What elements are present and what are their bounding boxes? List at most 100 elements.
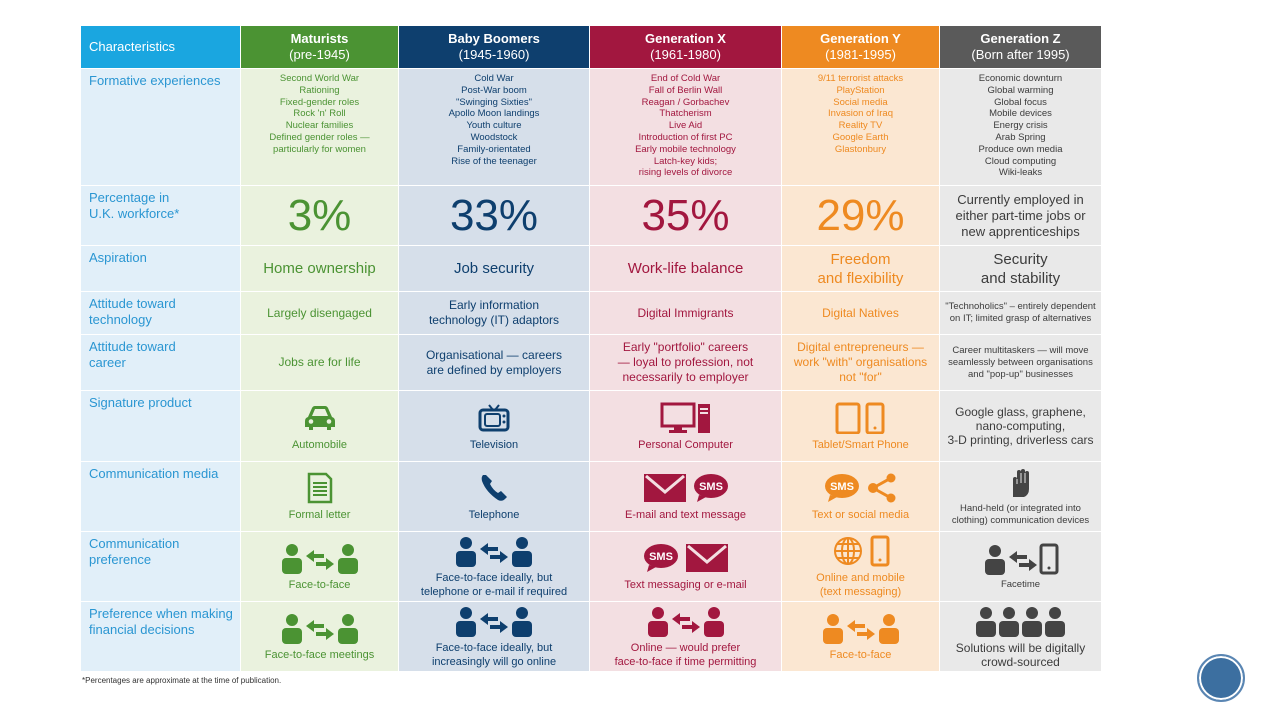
row-label-aspiration: Aspiration — [80, 245, 241, 292]
text-line: and flexibility — [817, 269, 904, 287]
career-cell: Jobs are for life — [240, 334, 399, 391]
career-row: Attitude toward career Jobs are for life … — [80, 334, 1102, 391]
people-exchange-icon — [821, 612, 901, 644]
text-line: Cold War — [474, 73, 514, 84]
generation-z-header: Generation Z (Born after 1995) — [939, 25, 1102, 69]
email-icon — [643, 473, 687, 503]
preference-row: Communication preference Face-to-face Fac… — [80, 531, 1102, 602]
text-line: "Swinging Sixties" — [456, 96, 532, 108]
product-cell: Automobile — [240, 390, 399, 462]
preference-cell: SMS Text messaging or e-mail — [589, 531, 782, 602]
text-line: Glastonbury — [834, 143, 887, 155]
text-line: "Technoholics" – entirely dependent — [945, 301, 1096, 312]
text-line: Produce own media — [978, 143, 1063, 155]
text-line: new apprenticeships — [961, 223, 1080, 239]
percentage-value: 29% — [781, 185, 940, 246]
text-line: Face-to-face ideally, but — [435, 572, 553, 584]
row-label-product: Signature product — [80, 390, 241, 462]
text-line: Facetime — [1000, 579, 1041, 590]
text-line: Cloud computing — [984, 155, 1057, 167]
car-icon — [302, 403, 338, 433]
people-exchange-icon — [454, 535, 534, 567]
people-exchange-icon — [280, 612, 360, 644]
person-phone-icon — [983, 543, 1059, 575]
hand-icon — [1008, 467, 1034, 499]
television-icon — [477, 403, 511, 433]
text-line: Face-to-face meetings — [264, 649, 375, 661]
generations-table: Characteristics Maturists (pre-1945) Baby… — [80, 25, 1102, 672]
career-cell: Organisational — careers are defined by e… — [398, 334, 590, 391]
text-line: on IT; limited grasp of alternatives — [949, 313, 1092, 324]
text-line: Security — [993, 250, 1048, 268]
text-line: 3-D printing, driverless cars — [947, 433, 1094, 447]
preference-cell: Facetime — [939, 531, 1102, 602]
text-line: Google glass, graphene, — [955, 405, 1086, 419]
financial-cell: Solutions will be digitally crowd-sourced — [939, 601, 1102, 672]
sms-icon: SMS — [693, 473, 729, 503]
text-line: necessarily to employer — [622, 370, 749, 384]
header-row: Characteristics Maturists (pre-1945) Baby… — [80, 25, 1102, 69]
svg-text:SMS: SMS — [649, 551, 673, 563]
text-line: Rationing — [299, 84, 340, 96]
text-line: Online — would prefer — [630, 642, 741, 654]
text-line: clothing) communication devices — [951, 515, 1090, 526]
financial-cell: Face-to-face — [781, 601, 940, 672]
percentage-value: 3% — [240, 185, 399, 246]
slide-nav-button[interactable] — [1197, 654, 1245, 702]
financial-cell: Face-to-face meetings — [240, 601, 399, 672]
text-line: Economic downturn — [978, 73, 1063, 84]
svg-text:SMS: SMS — [699, 481, 723, 493]
text-line: Latch-key kids; — [653, 155, 718, 167]
tablet-phone-icon — [835, 402, 887, 434]
text-line: Thatcherism — [659, 108, 712, 120]
preference-cell: Face-to-face — [240, 531, 399, 602]
text-line: Arab Spring — [995, 131, 1046, 143]
aspiration-cell: Work-life balance — [589, 245, 782, 292]
career-cell: Digital entrepreneurs — work "with" organ… — [781, 334, 940, 391]
generation-y-header: Generation Y (1981-1995) — [781, 25, 940, 69]
financial-row: Preference when making financial decision… — [80, 601, 1102, 672]
text-line: Automobile — [291, 438, 348, 451]
text-line: Digital entrepreneurs — — [797, 340, 924, 354]
email-icon — [685, 543, 729, 573]
percentage-value: 35% — [589, 185, 782, 246]
text-line: Home ownership — [263, 260, 376, 277]
preference-cell: Face-to-face ideally, but telephone or e-… — [398, 531, 590, 602]
text-line: Jobs are for life — [278, 355, 361, 369]
text-line: Tablet/Smart Phone — [812, 438, 909, 451]
row-label-preference: Communication preference — [80, 531, 241, 602]
crowd-icon — [975, 605, 1067, 637]
text-line: Career multitaskers — will move — [952, 344, 1089, 356]
text-line: Freedom — [830, 250, 891, 268]
people-exchange-icon — [280, 542, 360, 574]
aspiration-row: Aspiration Home ownership Job security W… — [80, 245, 1102, 292]
text-line: Currently employed in — [957, 191, 1084, 207]
formative-cell: Economic downturn Global warming Global fo… — [939, 68, 1102, 186]
text-line: particularly for women — [273, 143, 366, 155]
aspiration-cell: Home ownership — [240, 245, 399, 292]
text-line: Family-orientated — [457, 143, 531, 155]
financial-cell: Online — would prefer face-to-face if tim… — [589, 601, 782, 672]
formative-cell: Second World War Rationing Fixed-gender ro… — [240, 68, 399, 186]
text-line: Work-life balance — [627, 260, 744, 277]
text-line: Rise of the teenager — [451, 155, 537, 167]
maturists-header: Maturists (pre-1945) — [240, 25, 399, 69]
mobile-phone-icon — [870, 535, 890, 567]
text-line: Invasion of Iraq — [828, 108, 893, 120]
globe-icon — [832, 535, 864, 567]
people-exchange-icon — [454, 605, 534, 637]
text-line: Social media — [833, 96, 888, 108]
text-line: Wiki-leaks — [998, 167, 1043, 179]
text-line: (text messaging) — [819, 586, 902, 598]
media-cell: Hand-held (or integrated into clothing) c… — [939, 461, 1102, 532]
sms-icon: SMS — [824, 473, 860, 503]
product-cell: Tablet/Smart Phone — [781, 390, 940, 462]
text-line: Apollo Moon landings — [448, 108, 540, 120]
media-row: Communication media Formal letter Teleph… — [80, 461, 1102, 532]
text-line: 9/11 terrorist attacks — [817, 73, 904, 84]
row-label-media: Communication media — [80, 461, 241, 532]
career-cell: Early "portfolio" careers — loyal to prof… — [589, 334, 782, 391]
row-label-career: Attitude toward career — [80, 334, 241, 391]
aspiration-cell: Job security — [398, 245, 590, 292]
technology-cell: Digital Immigrants — [589, 291, 782, 335]
